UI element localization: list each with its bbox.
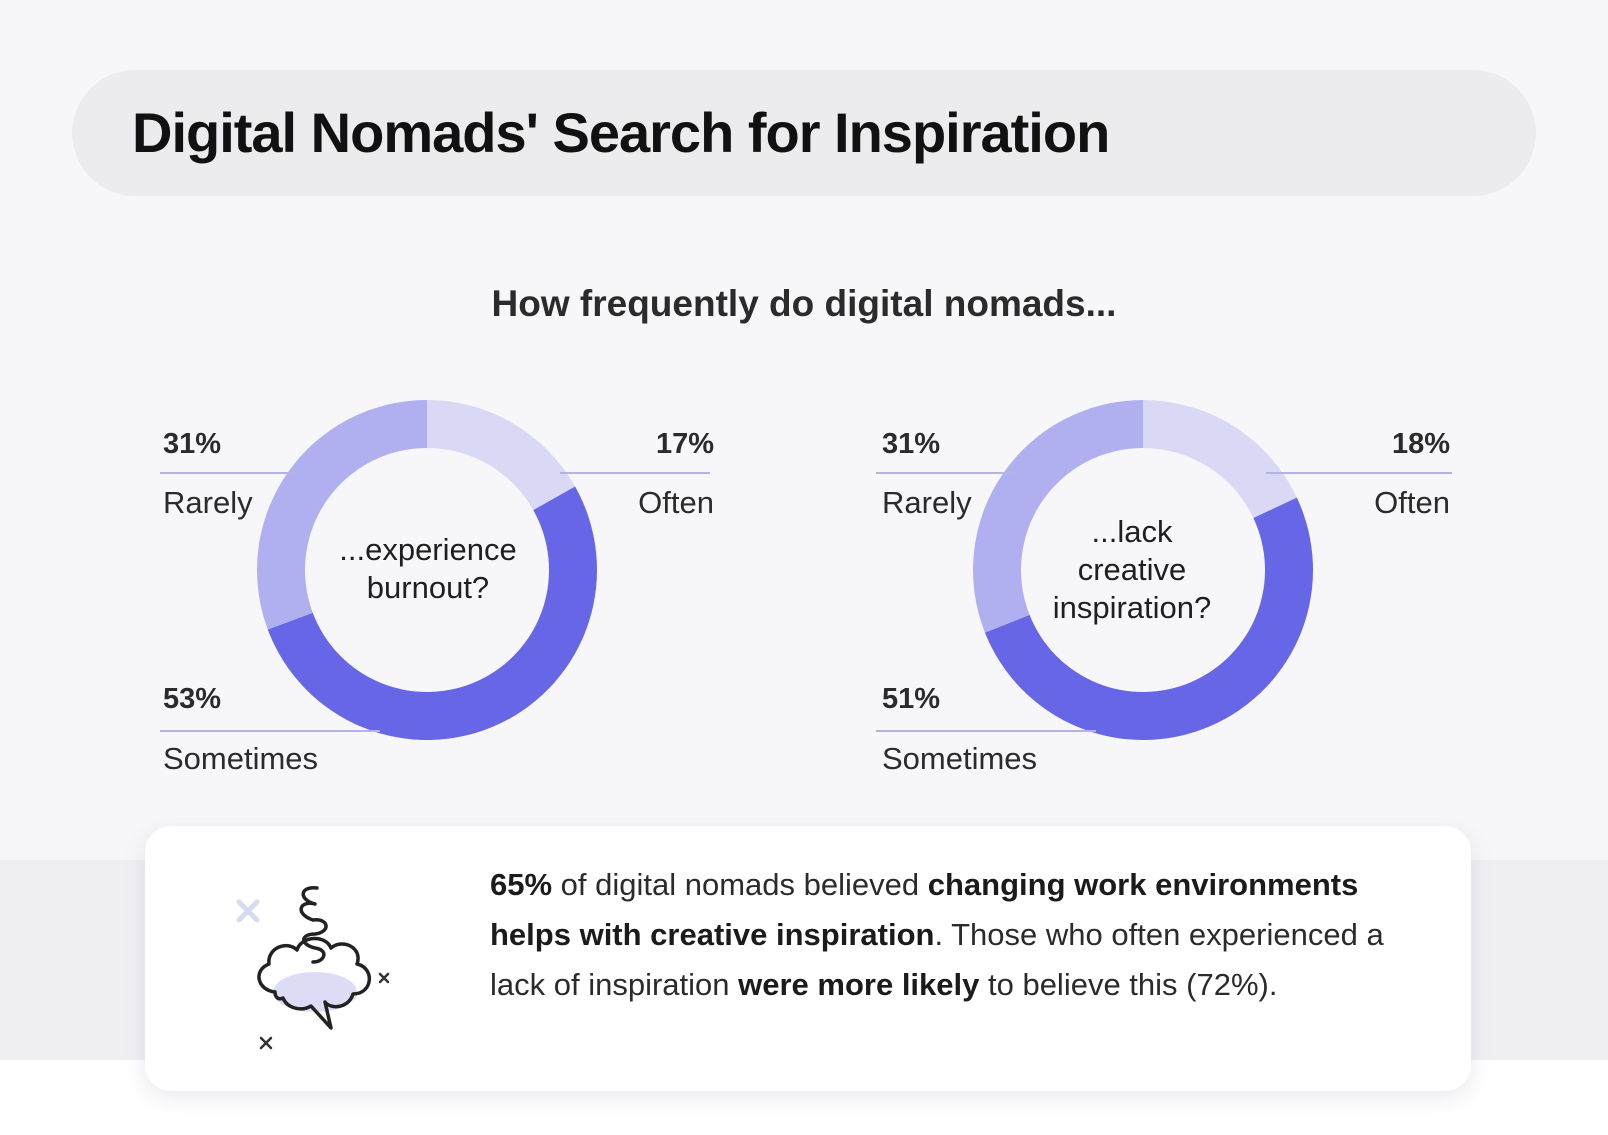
donut-arcs <box>257 400 597 740</box>
category-label-sometimes: Sometimes <box>163 741 319 776</box>
donut-slice-sometimes <box>984 497 1313 741</box>
callout-text: 65% of digital nomads believed changing … <box>490 860 1410 1010</box>
question-line: ...lack <box>1091 514 1173 549</box>
title-banner: Digital Nomads' Search for Inspiration <box>72 70 1536 196</box>
category-label-rarely: Rarely <box>163 485 253 520</box>
donut-chart-burnout: 31% Rarely 17% Often 53% Sometimes ...ex… <box>150 395 850 815</box>
donut-chart-inspiration: 31% Rarely 18% Often 51% Sometimes ...la… <box>866 395 1566 815</box>
value-label-rarely: 31% <box>882 428 941 460</box>
thought-cloud-icon <box>235 882 405 1057</box>
chart-subtitle: How frequently do digital nomads... <box>491 283 1117 324</box>
callout-highlight-stat: 65% <box>490 867 553 902</box>
category-label-often: Often <box>638 485 714 520</box>
value-label-sometimes: 53% <box>163 683 222 715</box>
callout-highlight-phrase: were more likely <box>738 967 980 1002</box>
value-label-rarely: 31% <box>163 428 222 460</box>
donut-svg-inspiration <box>876 400 1452 741</box>
donut-slice-rarely <box>257 400 427 630</box>
donut-svg-burnout <box>160 400 710 740</box>
callout-card: 65% of digital nomads believed changing … <box>145 826 1471 1091</box>
callout-text-part: . Those who often experienced a lack of … <box>490 917 1384 1002</box>
callout-highlight-phrase: changing work environments helps with cr… <box>490 867 1359 952</box>
question-line: creative <box>1077 552 1187 587</box>
donut-slice-sometimes <box>267 486 597 740</box>
category-label-often: Often <box>1374 485 1450 520</box>
donut-center-question: ...experience burnout? <box>339 532 517 605</box>
category-label-rarely: Rarely <box>882 485 972 520</box>
category-label-sometimes: Sometimes <box>882 741 1038 776</box>
callout-text-part: to believe this (72%). <box>979 967 1278 1002</box>
thought-cloud-svg <box>236 886 390 1050</box>
value-label-sometimes: 51% <box>882 683 941 715</box>
value-label-often: 17% <box>655 428 714 460</box>
callout-text-part: of digital nomads believed <box>552 867 928 902</box>
page-title: Digital Nomads' Search for Inspiration <box>132 101 1110 164</box>
value-label-often: 18% <box>1391 428 1450 460</box>
donut-arcs <box>973 400 1313 741</box>
donut-center-question: ...lack creative inspiration? <box>1032 513 1232 627</box>
donut-slice-often <box>427 400 576 511</box>
donut-slice-often <box>1143 400 1297 519</box>
donut-slice-rarely <box>973 400 1143 633</box>
question-line: inspiration? <box>1052 590 1212 625</box>
